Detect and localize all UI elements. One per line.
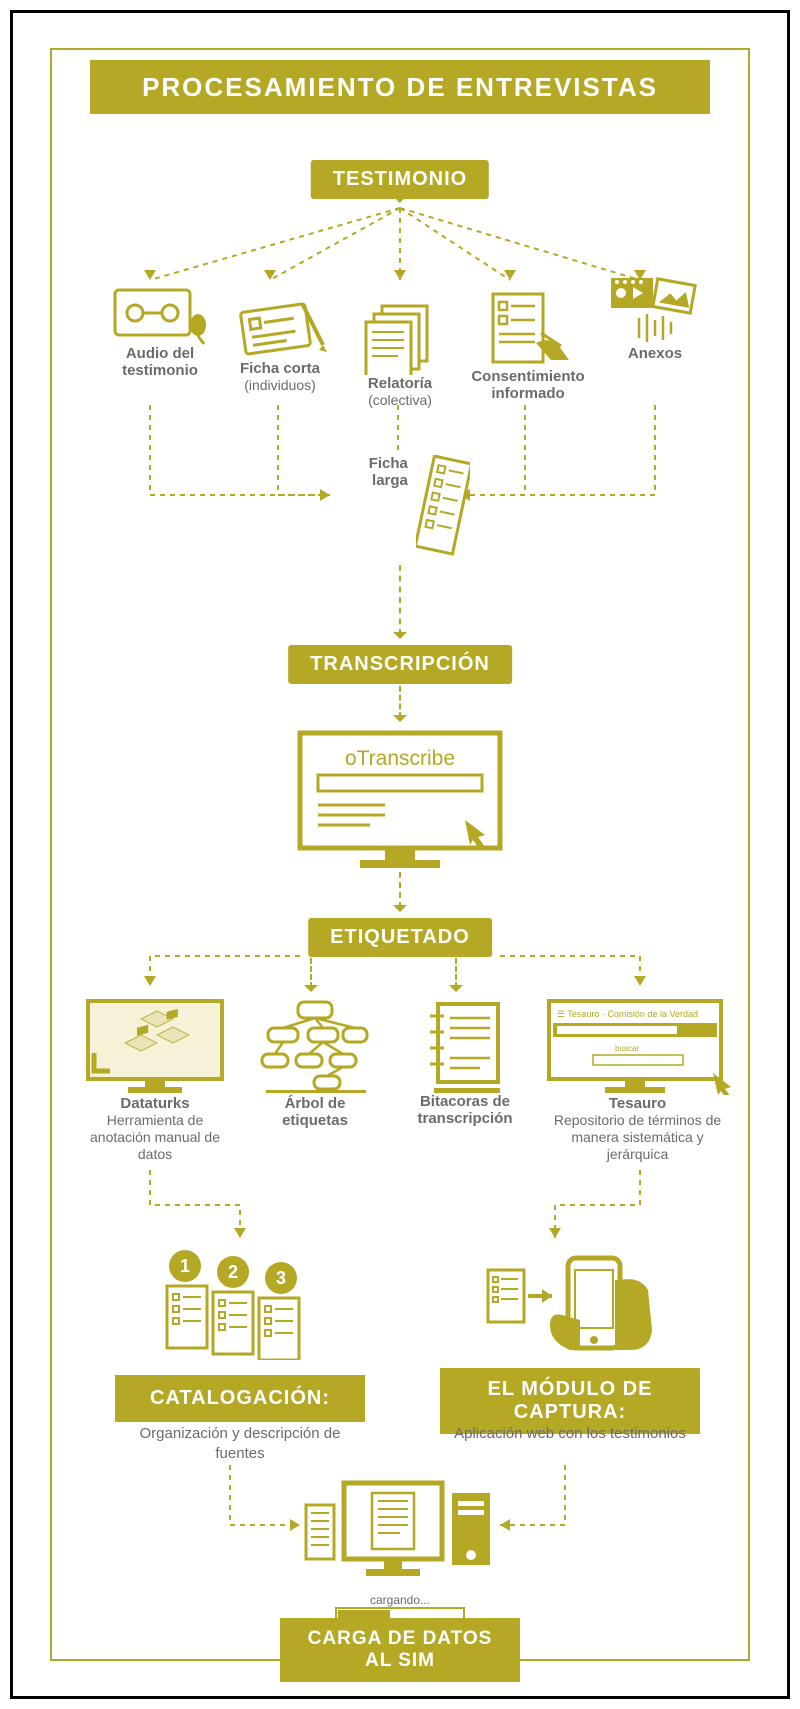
- tag-tree-icon: [258, 998, 373, 1093]
- tesauro-browser-icon: ☰ Tesauro · Comisión de la Verdad buscar: [543, 995, 733, 1095]
- media-attachments-icon: [605, 270, 705, 345]
- arrowhead-icon: [449, 985, 463, 999]
- stage-testimonio-label: TESTIMONIO: [333, 168, 467, 190]
- captura-desc: Aplicación web con los testimonios: [440, 1424, 700, 1444]
- consent-form-icon: [481, 288, 576, 368]
- page-title: PROCESAMIENTO DE ENTREVISTAS: [142, 72, 658, 103]
- item-tesauro: ☰ Tesauro · Comisión de la Verdad buscar…: [540, 995, 735, 1162]
- item-consentimiento-label: Consentimiento informado: [458, 368, 598, 403]
- dataturks-sub: Herramienta de anotación manual de datos: [75, 1112, 235, 1162]
- item-anexos-label: Anexos: [628, 345, 682, 362]
- svg-text:1: 1: [180, 1256, 190, 1276]
- carga-badge: CARGA DE DATOS AL SIM: [280, 1618, 520, 1682]
- stage-transcripcion-label: TRANSCRIPCIÓN: [310, 653, 490, 675]
- catalogacion-badge: CATALOGACIÓN:: [115, 1375, 365, 1422]
- long-form-icon: [416, 455, 470, 560]
- documents-stack-icon: [360, 300, 440, 375]
- tesauro-label: Tesauro: [609, 1095, 666, 1112]
- item-audio: Audio del testimonio: [90, 280, 230, 379]
- stage-transcripcion: TRANSCRIPCIÓN: [288, 645, 512, 684]
- arrowhead-icon: [393, 905, 407, 919]
- catalogacion-icon-block: 1 2 3: [140, 1250, 340, 1360]
- item-arbol: Árbol de etiquetas: [250, 998, 380, 1129]
- item-anexos: Anexos: [595, 270, 715, 362]
- item-relatoria: Relatoría (colectiva): [340, 300, 460, 409]
- connector: [399, 565, 401, 635]
- numbered-docs-icon: 1 2 3: [155, 1250, 325, 1360]
- arrowhead-icon: [393, 632, 407, 646]
- tesauro-sub: Repositorio de términos de manera sistem…: [540, 1112, 735, 1162]
- carga-icon-block: cargando...: [300, 1475, 500, 1621]
- cassette-icon: [110, 280, 210, 345]
- etiquetado-to-two: [0, 1170, 800, 1250]
- item-relatoria-label: Relatoría: [368, 375, 432, 392]
- connector: [399, 686, 401, 718]
- item-dataturks: Dataturks Herramienta de anotación manua…: [75, 995, 235, 1162]
- stage-testimonio: TESTIMONIO: [311, 160, 489, 199]
- phone-hand-icon: [480, 1250, 660, 1360]
- connector: [455, 958, 457, 988]
- arbol-label: Árbol de etiquetas: [282, 1095, 348, 1129]
- server-monitor-icon: [300, 1475, 500, 1595]
- svg-text:2: 2: [228, 1262, 238, 1282]
- item-ficha-larga-label: Ficha larga: [330, 455, 408, 489]
- item-ficha-corta: Ficha corta (individuos): [215, 290, 345, 394]
- item-ficha-corta-label: Ficha corta: [240, 360, 320, 377]
- svg-text:buscar: buscar: [615, 1044, 639, 1053]
- item-ficha-corta-sub: (individuos): [244, 377, 316, 394]
- carga-title: CARGA DE DATOS AL SIM: [308, 1628, 493, 1671]
- loading-text: cargando...: [370, 1593, 430, 1607]
- otranscribe-tool: oTranscribe: [290, 725, 510, 875]
- captura-icon-block: [470, 1250, 670, 1360]
- notebook-icon: [420, 998, 510, 1093]
- catalogacion-title: CATALOGACIÓN:: [150, 1387, 330, 1409]
- otranscribe-text: oTranscribe: [345, 747, 455, 770]
- item-consentimiento: Consentimiento informado: [458, 288, 598, 403]
- dataturks-monitor-icon: [80, 995, 230, 1095]
- arrowhead-icon: [304, 985, 318, 999]
- dataturks-label: Dataturks: [120, 1095, 189, 1112]
- item-bitacoras: Bitacoras de transcripción: [400, 998, 530, 1127]
- item-ficha-larga: Ficha larga: [330, 455, 470, 560]
- monitor-icon: oTranscribe: [290, 725, 510, 875]
- svg-text:☰ Tesauro · Comisión de la Ver: ☰ Tesauro · Comisión de la Verdad: [557, 1009, 698, 1019]
- connector: [399, 872, 401, 908]
- captura-title: EL MÓDULO DE CAPTURA:: [488, 1378, 653, 1423]
- page-title-banner: PROCESAMIENTO DE ENTREVISTAS: [90, 60, 710, 114]
- item-audio-label: Audio del testimonio: [90, 345, 230, 379]
- bitacoras-label: Bitacoras de transcripción: [417, 1093, 512, 1127]
- card-checklist-icon: [233, 290, 328, 360]
- etiquetado-branch: [0, 938, 800, 993]
- connector: [310, 958, 312, 988]
- catalogacion-desc: Organización y descripción de fuentes: [115, 1424, 365, 1463]
- svg-text:3: 3: [276, 1268, 286, 1288]
